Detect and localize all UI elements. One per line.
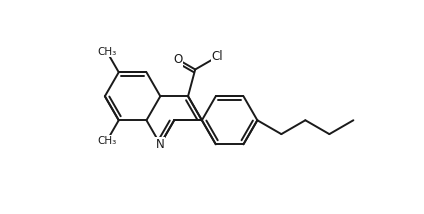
Text: CH₃: CH₃: [98, 47, 117, 57]
Text: N: N: [156, 138, 165, 151]
Text: O: O: [173, 53, 183, 66]
Text: Cl: Cl: [212, 50, 223, 63]
Text: CH₃: CH₃: [98, 136, 117, 146]
